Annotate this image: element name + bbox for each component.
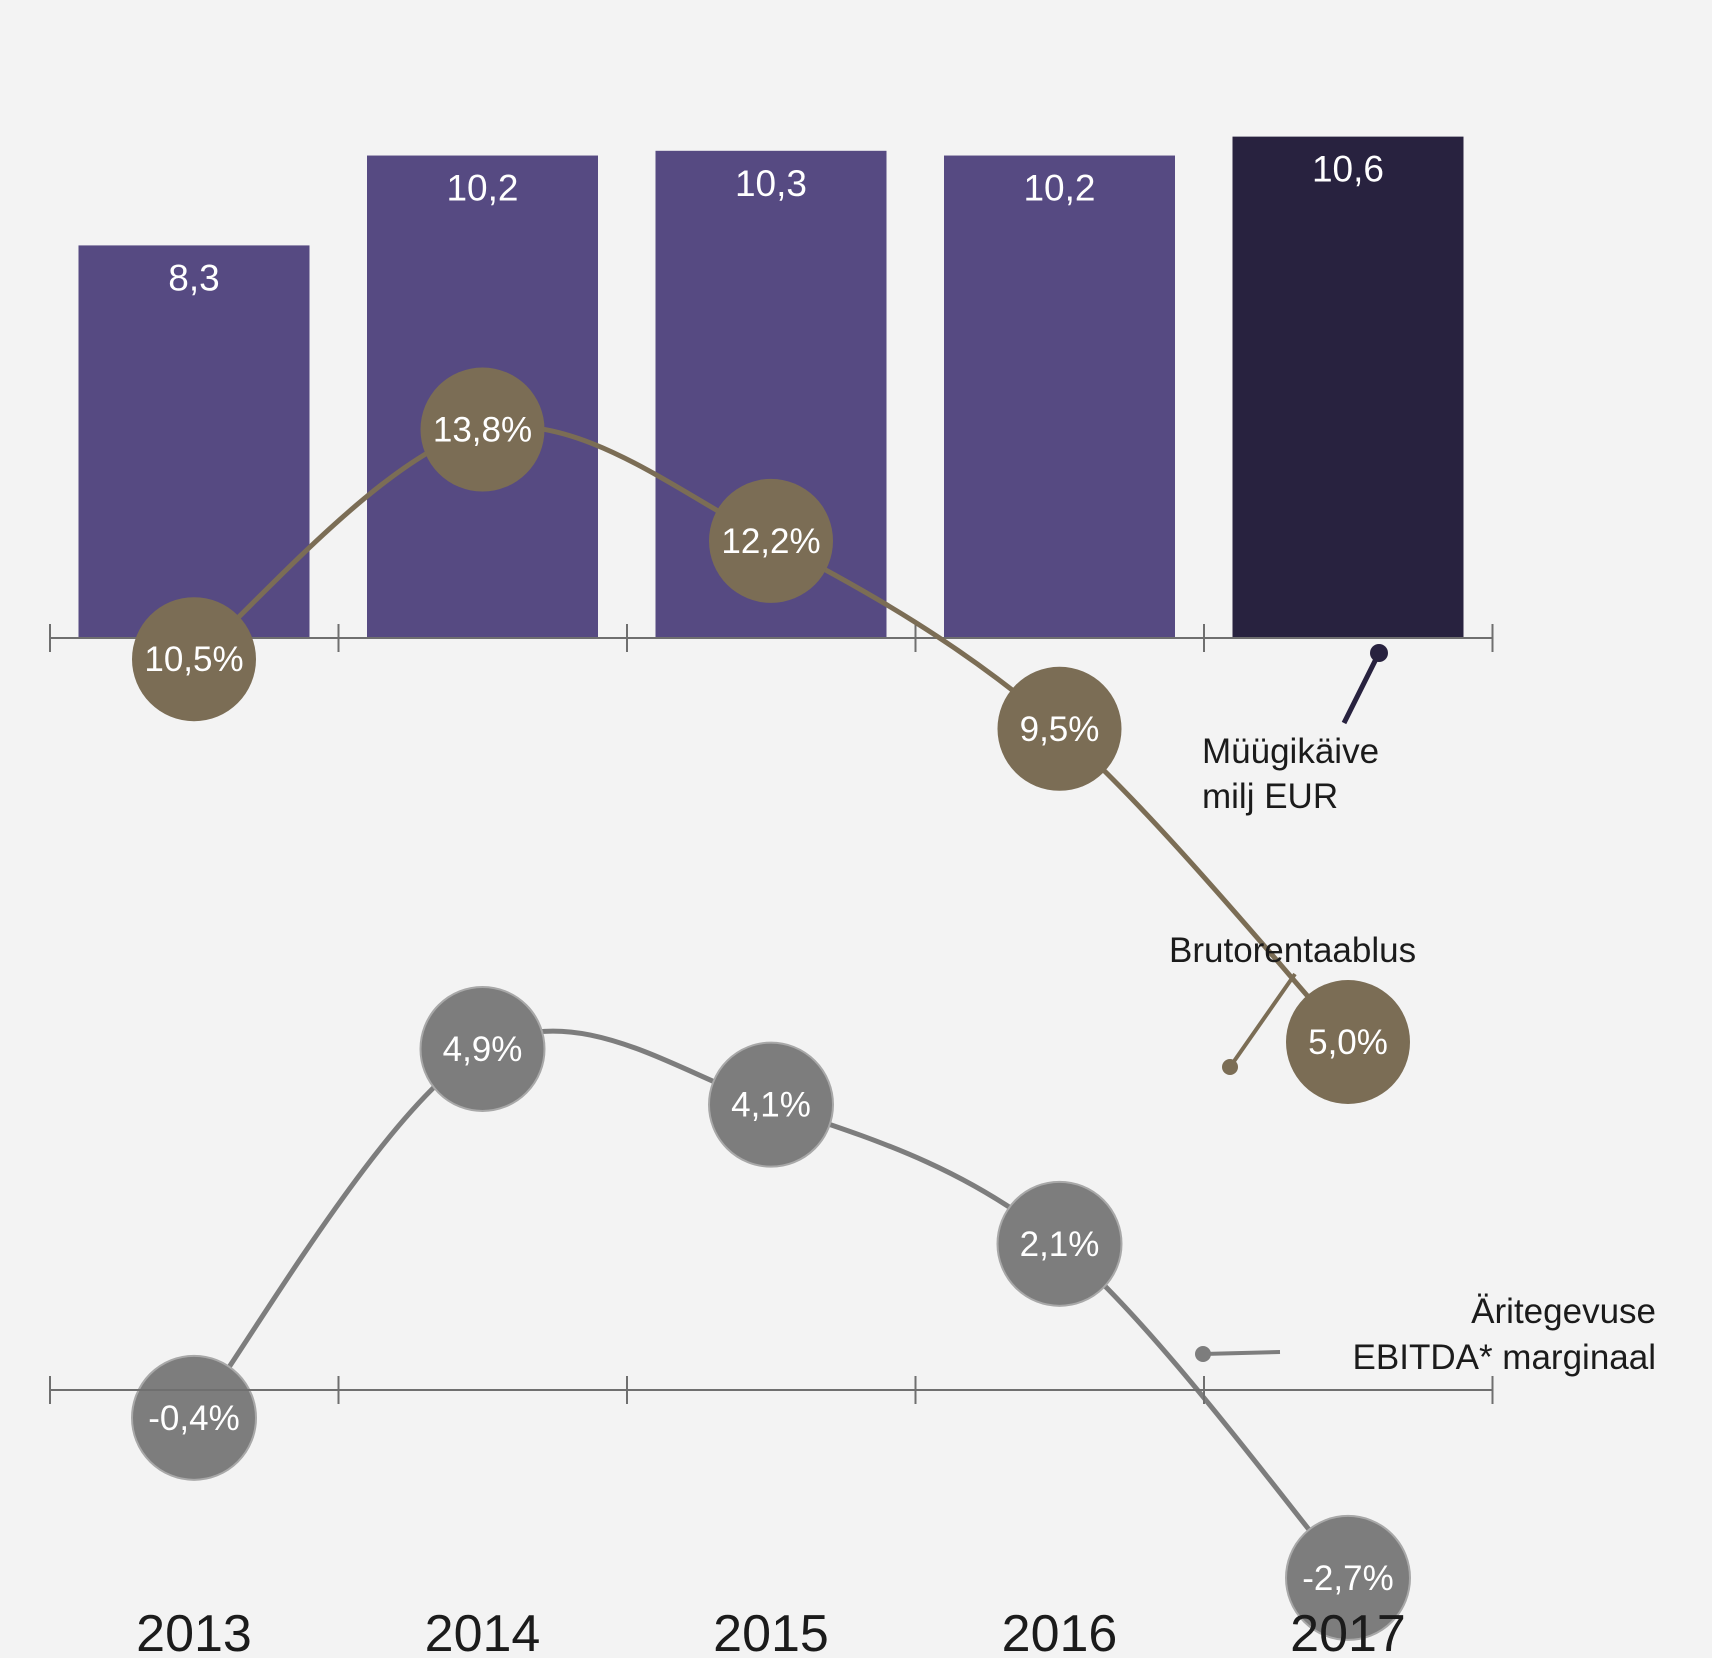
ebitda-callout-line-2: EBITDA* marginaal <box>1353 1338 1656 1377</box>
series-1-point-2014 <box>419 985 546 1112</box>
gross-margin-callout-leader <box>1228 972 1297 1069</box>
series-0-label-2016: 9,5% <box>1020 710 1100 749</box>
revenue-callout-leader <box>1341 651 1382 725</box>
year-label-2017: 2017 <box>1290 1605 1406 1658</box>
bar-value-label-2017: 10,6 <box>1312 149 1384 190</box>
gross-margin-callout: Brutorentaablus <box>1169 931 1416 970</box>
bar-2013 <box>78 245 310 638</box>
series-1-label-2016: 2,1% <box>1020 1225 1100 1264</box>
year-label-2015: 2015 <box>713 1605 829 1658</box>
bar-2017 <box>1232 136 1464 638</box>
bar-value-label-2015: 10,3 <box>735 163 807 204</box>
series-0-point-2015 <box>709 478 833 603</box>
ebitda-callout-line-1: Äritegevuse <box>1471 1292 1656 1331</box>
bar-value-label-2013: 8,3 <box>168 257 219 298</box>
series-1-point-2015 <box>708 1041 834 1168</box>
series-1-point-2013 <box>131 1354 257 1481</box>
series-0-label-2014: 13,8% <box>433 411 532 450</box>
series-1-point-2016 <box>996 1180 1123 1307</box>
bar-axis <box>49 624 1494 652</box>
series-0-point-2013 <box>132 597 256 722</box>
series-1-point-2017 <box>1285 1514 1411 1641</box>
margin-lines: 10,5% 13,8% 12,2% 9,5% 5,0% -0,4% 4,9% 4,1% 2,1%… <box>131 367 1411 1641</box>
series-0-point-2017 <box>1286 980 1410 1104</box>
series-0-point-2016 <box>997 666 1122 791</box>
bar-value-label-2016: 10,2 <box>1023 168 1095 209</box>
revenue-callout-line-2: milj EUR <box>1202 777 1338 816</box>
series-0-label-2017: 5,0% <box>1308 1023 1388 1062</box>
revenue-callout-line-1: Müügikäive <box>1202 732 1379 771</box>
series-1-label-2015: 4,1% <box>731 1086 811 1125</box>
ebitda-callout-leader <box>1202 1350 1281 1356</box>
gross-margin-callout-dot <box>1222 1059 1238 1075</box>
series-1-label-2014: 4,9% <box>443 1030 523 1069</box>
series-1-label-2013: -0,4% <box>148 1399 239 1438</box>
year-label-2016: 2016 <box>1002 1605 1118 1658</box>
series-0-label-2013: 10,5% <box>144 640 243 679</box>
series-0-point-2014 <box>420 367 545 492</box>
zero-axis <box>49 1376 1494 1404</box>
ebitda-callout-dot <box>1195 1346 1211 1362</box>
year-label-2013: 2013 <box>136 1605 252 1658</box>
series-0-label-2015: 12,2% <box>721 522 820 561</box>
series-1-label-2017: -2,7% <box>1302 1559 1393 1598</box>
year-label-2014: 2014 <box>425 1605 541 1658</box>
callouts: Müügikäive milj EUR Brutorentaablus Ärit… <box>1169 644 1656 1377</box>
bar-value-label-2014: 10,2 <box>446 168 518 209</box>
bar-2016 <box>944 155 1175 639</box>
year-labels: 2013 2014 2015 2016 2017 <box>136 1605 1406 1658</box>
revenue-callout-dot <box>1370 644 1388 662</box>
